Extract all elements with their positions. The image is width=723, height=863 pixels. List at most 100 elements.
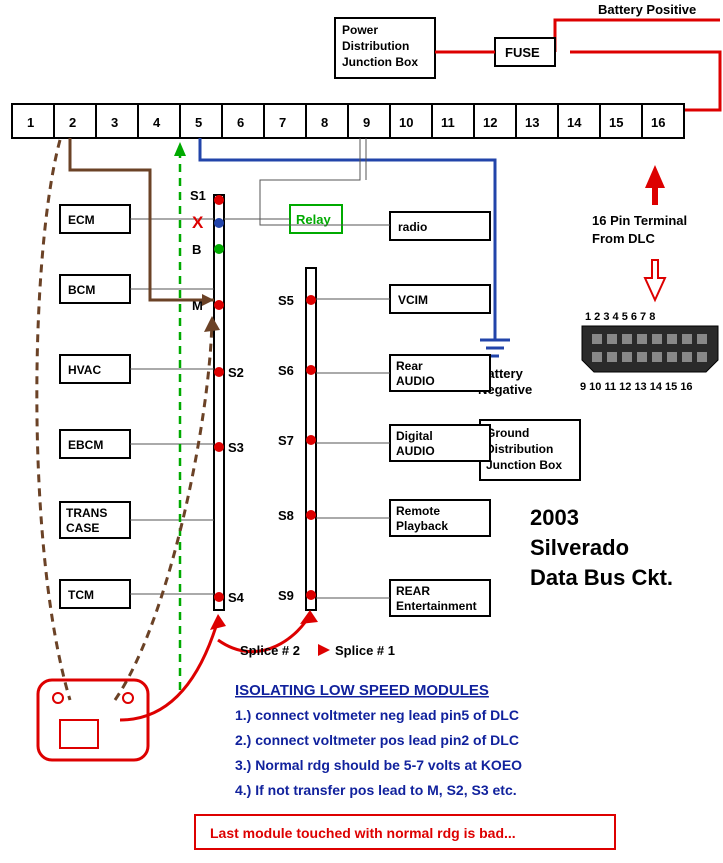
- pin-label-2: 2: [69, 115, 76, 130]
- s4-label: S4: [228, 590, 245, 605]
- arrow-red-s9: [300, 610, 318, 624]
- pdj-l3: Junction Box: [342, 55, 418, 69]
- title-l2: Silverado: [530, 535, 629, 560]
- s1-dot: [214, 195, 224, 205]
- terminal-16pin: 12345678910111213141516: [12, 104, 684, 138]
- dlc-pin: [667, 352, 677, 362]
- dlc-pin: [637, 352, 647, 362]
- dlc-shell: [582, 326, 718, 372]
- dlc-pin: [697, 334, 707, 344]
- svg-text:HVAC: HVAC: [68, 363, 101, 377]
- svg-text:REAR: REAR: [396, 584, 430, 598]
- b-dot-green: [214, 244, 224, 254]
- svg-text:CASE: CASE: [66, 521, 99, 535]
- instr-2: 2.) connect voltmeter pos lead pin2 of D…: [235, 732, 519, 748]
- pin-label-12: 12: [483, 115, 497, 130]
- svg-text:VCIM: VCIM: [398, 293, 428, 307]
- svg-text:radio: radio: [398, 220, 427, 234]
- s6-label: S6: [278, 363, 294, 378]
- x-label: X: [192, 213, 204, 232]
- svg-text:TCM: TCM: [68, 588, 94, 602]
- dlc-bot-pins: 9 10 11 12 13 14 15 16: [580, 381, 693, 393]
- pin-label-1: 1: [27, 115, 34, 130]
- dlc-cap-2: From DLC: [592, 231, 655, 246]
- right-modules: radioVCIMRearAUDIODigitalAUDIORemotePlay…: [390, 212, 490, 616]
- voltmeter-jack-2: [123, 693, 133, 703]
- splice2-text: Splice # 2: [240, 643, 300, 658]
- dlc-top-pins: 1 2 3 4 5 6 7 8: [585, 311, 655, 323]
- voltmeter-screen: [60, 720, 98, 748]
- pin-label-11: 11: [441, 115, 455, 130]
- voltmeter-jack-1: [53, 693, 63, 703]
- gdb-l3: Junction Box: [486, 458, 562, 472]
- instr-1: 1.) connect voltmeter neg lead pin5 of D…: [235, 707, 519, 723]
- pin-label-8: 8: [321, 115, 328, 130]
- pin-label-13: 13: [525, 115, 539, 130]
- arrow-down: [645, 260, 665, 300]
- s8-label: S8: [278, 508, 294, 523]
- svg-text:Playback: Playback: [396, 519, 448, 533]
- svg-text:Remote: Remote: [396, 504, 440, 518]
- svg-text:TRANS: TRANS: [66, 506, 107, 520]
- s2-label: S2: [228, 365, 244, 380]
- pin-label-16: 16: [651, 115, 665, 130]
- s2-dot: [214, 367, 224, 377]
- splice-bar-2: [214, 195, 224, 610]
- title-l3: Data Bus Ckt.: [530, 565, 673, 590]
- svg-text:Rear: Rear: [396, 359, 423, 373]
- svg-text:AUDIO: AUDIO: [396, 374, 435, 388]
- pin-label-9: 9: [363, 115, 370, 130]
- red-to-s4: [120, 620, 218, 720]
- pin-label-3: 3: [111, 115, 118, 130]
- m-dot: [214, 300, 224, 310]
- dlc-pin: [682, 334, 692, 344]
- pin-label-10: 10: [399, 115, 413, 130]
- svg-text:AUDIO: AUDIO: [396, 444, 435, 458]
- s1-label: S1: [190, 188, 206, 203]
- battery-positive-wire: [555, 20, 720, 110]
- svg-text:ECM: ECM: [68, 213, 95, 227]
- dlc-pin: [592, 352, 602, 362]
- svg-text:Entertainment: Entertainment: [396, 599, 477, 613]
- left-module-links: [130, 219, 214, 594]
- battery-positive-label: Battery Positive: [598, 2, 696, 17]
- dlc-pin: [697, 352, 707, 362]
- arrow-red-s4: [210, 614, 226, 630]
- dlc-cap-1: 16 Pin Terminal: [592, 213, 687, 228]
- dlc-pin: [607, 334, 617, 344]
- pin-label-14: 14: [567, 115, 582, 130]
- dlc-pin: [592, 334, 602, 344]
- pin-label-7: 7: [279, 115, 286, 130]
- s3-dot: [214, 442, 224, 452]
- splice1-text: Splice # 1: [335, 643, 395, 658]
- pin-label-15: 15: [609, 115, 623, 130]
- s9-label: S9: [278, 588, 294, 603]
- svg-text:EBCM: EBCM: [68, 438, 103, 452]
- s6-dot: [306, 365, 316, 375]
- dlc-pin: [652, 352, 662, 362]
- dlc-pin: [622, 352, 632, 362]
- gdb-l2: Distribution: [486, 442, 553, 456]
- pin-label-5: 5: [195, 115, 202, 130]
- arrow-green-up: [174, 142, 186, 156]
- splice1-arrow: [318, 644, 330, 656]
- b-label: B: [192, 242, 201, 257]
- instr-title: ISOLATING LOW SPEED MODULES: [235, 682, 489, 699]
- pdj-l2: Distribution: [342, 39, 409, 53]
- left-modules: ECM BCM HVAC EBCM TRANSCASE TCM: [60, 205, 130, 608]
- x-dot-blue: [214, 218, 224, 228]
- pin-label-4: 4: [153, 115, 161, 130]
- svg-text:Digital: Digital: [396, 429, 433, 443]
- s4-dot: [214, 592, 224, 602]
- gdb-l1: Ground: [486, 426, 529, 440]
- dlc-pin: [637, 334, 647, 344]
- arrow-m: [202, 294, 214, 306]
- svg-text:BCM: BCM: [68, 283, 95, 297]
- pdj-l1: Power: [342, 23, 378, 37]
- s3-label: S3: [228, 440, 244, 455]
- s7-label: S7: [278, 433, 294, 448]
- arrow-up: [645, 165, 665, 205]
- dlc-pin: [652, 334, 662, 344]
- s5-dot: [306, 295, 316, 305]
- s7-dot: [306, 435, 316, 445]
